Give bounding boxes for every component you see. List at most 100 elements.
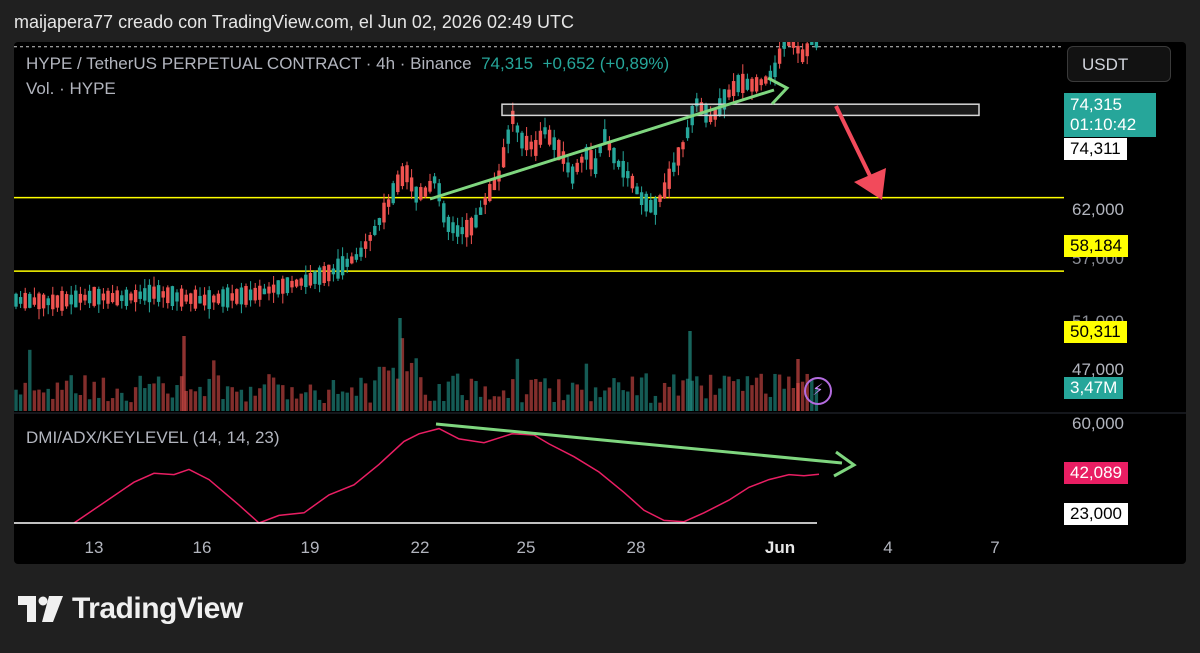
volume-bar [37,389,41,411]
candle-body [18,297,23,304]
volume-bar [138,375,142,411]
candle-body [322,266,326,284]
volume-bar [584,363,589,411]
volume-bar [731,381,736,411]
candle-body [745,78,750,90]
candle-body [64,294,69,307]
candle-body [612,147,616,164]
volume-bar [391,367,395,411]
candle-body [55,295,60,308]
volume-bar [78,394,83,411]
volume-legend[interactable]: Vol. · HYPE [26,79,116,98]
volume-bar [653,395,658,411]
volume-bar [552,401,556,411]
x-tick: 16 [192,538,212,557]
reference-price-tag: 74,311 [1064,138,1127,160]
volume-bar [55,382,60,411]
volume-bar [658,402,662,411]
volume-bar [193,391,198,411]
volume-bar [764,393,768,411]
candle-body [189,293,193,304]
candle-body [455,225,460,237]
support-zone-box [501,103,980,117]
volume-bar [446,381,451,411]
volume-bar [782,388,786,411]
volume-bar [501,390,506,411]
volume-bar [768,396,773,411]
volume-bar [405,371,409,411]
volume-bar [64,380,69,411]
candle-body [409,177,414,192]
chart-panel[interactable]: HYPE / TetherUS PERPETUAL CONTRACT · 4h … [14,42,1186,564]
candle-body [681,142,685,150]
volume-bar [336,393,340,411]
symbol-legend[interactable]: HYPE / TetherUS PERPETUAL CONTRACT · 4h … [26,54,669,74]
candle-body [603,129,607,143]
volume-bar [759,373,763,411]
price-chart[interactable] [14,42,1186,564]
volume-bar [662,382,667,411]
candle-body [598,146,602,154]
volume-bar [398,318,402,411]
key-level-high-tag: 58,184 [1064,235,1128,257]
indicator-legend[interactable]: DMI/ADX/KEYLEVEL (14, 14, 23) [26,428,280,447]
candle-body [570,166,575,184]
candle-body [800,49,805,63]
tradingview-logo-icon [18,596,63,622]
candle-body [782,42,786,49]
volume-bar [543,378,547,411]
candle-body [451,222,455,234]
candle-body [414,186,418,203]
volume-bar [179,376,184,411]
candle-body [184,294,188,302]
volume-bar [428,400,432,411]
candle-body [667,168,671,189]
volume-bar [133,387,138,411]
volume-bar [110,398,115,411]
x-tick: 4 [883,538,893,557]
adx-value-tag: 42,089 [1064,462,1128,484]
volume-bar [69,375,73,411]
candle-body [239,287,244,305]
candle-body [336,258,340,279]
volume-bar [28,349,32,411]
candle-body [685,127,690,139]
candle-body [225,287,230,308]
volume-bar [741,390,745,411]
candle-body [354,254,359,260]
volume-bar [515,358,520,411]
candle-body [262,288,267,295]
candle-body [133,290,138,303]
lightning-icon[interactable]: ⚡ [804,377,832,405]
adx-line [73,427,820,524]
volume-bar [170,397,175,411]
volume-bar [593,387,598,411]
candle-body [350,256,354,264]
red-arrow-line [834,105,874,181]
candle-body [308,273,313,286]
candle-body [193,289,198,309]
trend-arrow-line [429,88,775,201]
candle-body [524,135,529,151]
volume-bar [718,388,722,411]
tradingview-logo: TradingView [18,592,243,626]
volume-bar [129,402,133,411]
volume-bar [607,387,612,411]
candle-body [156,285,161,302]
volume-bar [488,399,492,411]
volume-bar [281,385,285,411]
volume-bar [331,380,336,411]
volume-bar [382,366,386,411]
candle-body [83,294,87,301]
currency-button[interactable]: USDT [1067,46,1171,82]
red-arrow-head [854,168,886,200]
candle-body [621,160,625,178]
volume-bar [419,377,423,411]
volume-bar [708,374,713,411]
volume-bar [465,400,469,411]
bar-countdown: 01:10:42 [1070,115,1137,134]
volume-bar [115,388,119,411]
volume-bar [363,383,368,411]
volume-bar [437,384,441,411]
volume-bar [294,398,299,411]
